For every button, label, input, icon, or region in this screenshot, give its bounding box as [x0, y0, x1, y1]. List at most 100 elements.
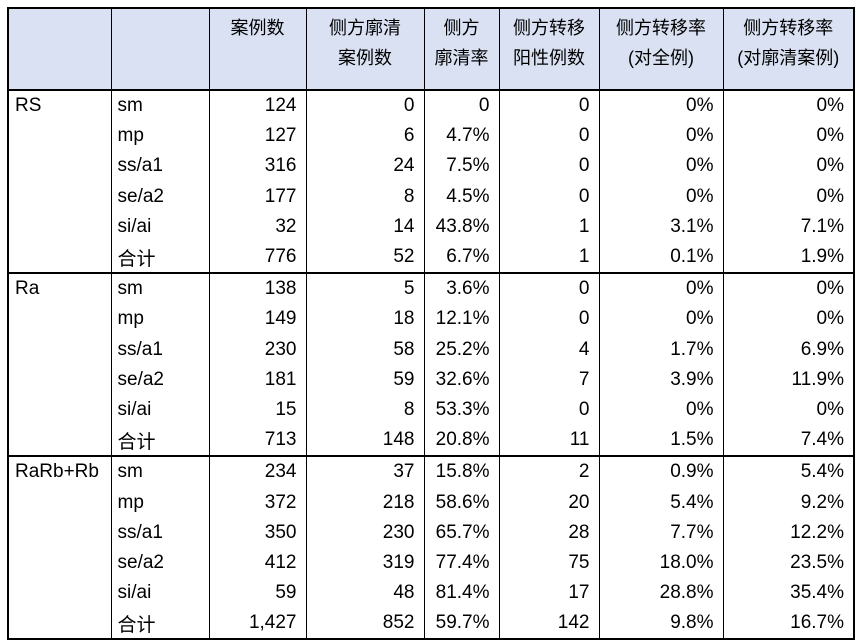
stage-label-cell: sm: [110, 88, 210, 122]
value-cell: 75: [498, 547, 600, 578]
value-cell: 0%: [722, 394, 855, 426]
group-label-cell: [7, 304, 112, 335]
header-row: 案例数 侧方廓清 案例数 侧方 廓清率 侧方转移 阳性例数 侧方转移率 (对全例…: [7, 8, 855, 91]
value-cell: 149: [208, 304, 307, 335]
stage-label-cell: se/a2: [110, 181, 210, 212]
table-row: 合计 776 52 6.7% 1 0.1% 1.9%: [7, 241, 855, 274]
value-cell: 319: [305, 547, 425, 578]
table-row: RS sm 124 0 0 0 0% 0%: [7, 88, 855, 122]
value-cell: 124: [208, 88, 307, 122]
value-cell: 58: [305, 334, 425, 365]
group-label-cell: [7, 394, 112, 426]
group-label-cell: [7, 425, 112, 457]
value-cell: 372: [208, 487, 307, 518]
stage-label-cell: si/ai: [110, 211, 210, 242]
value-cell: 3.1%: [598, 211, 724, 242]
value-cell: 5.4%: [722, 455, 855, 488]
value-cell: 713: [208, 425, 307, 457]
value-cell: 7.5%: [423, 151, 500, 182]
value-cell: 11.9%: [722, 364, 855, 395]
table-row: si/ai 15 8 53.3% 0 0% 0%: [7, 394, 855, 426]
value-cell: 52: [305, 241, 425, 274]
group-label-cell: [7, 211, 112, 242]
value-cell: 0%: [598, 151, 724, 182]
value-cell: 18: [305, 304, 425, 335]
table-row: ss/a1 230 58 25.2% 4 1.7% 6.9%: [7, 334, 855, 365]
value-cell: 43.8%: [423, 211, 500, 242]
value-cell: 2: [498, 455, 600, 488]
value-cell: 7.4%: [722, 425, 855, 457]
stage-label-cell: 合计: [110, 608, 210, 640]
value-cell: 18.0%: [598, 547, 724, 578]
value-cell: 0%: [598, 88, 724, 122]
value-cell: 6.9%: [722, 334, 855, 365]
stage-label-cell: sm: [110, 455, 210, 488]
value-cell: 28.8%: [598, 578, 724, 609]
value-cell: 15.8%: [423, 455, 500, 488]
value-cell: 0%: [722, 304, 855, 335]
table-row: si/ai 59 48 81.4% 17 28.8% 35.4%: [7, 578, 855, 609]
value-cell: 350: [208, 517, 307, 548]
value-cell: 4.5%: [423, 181, 500, 212]
value-cell: 852: [305, 608, 425, 640]
header-group-column: [7, 8, 112, 91]
value-cell: 4.7%: [423, 121, 500, 152]
value-cell: 58.6%: [423, 487, 500, 518]
value-cell: 3.9%: [598, 364, 724, 395]
table-body: RS sm 124 0 0 0 0% 0% mp 127 6 4.7% 0 0% 0% ss/a1 316 24 7…: [7, 88, 855, 640]
table-row: si/ai 32 14 43.8% 1 3.1% 7.1%: [7, 211, 855, 242]
group-label-cell: RS: [7, 88, 112, 122]
value-cell: 77.4%: [423, 547, 500, 578]
value-cell: 1: [498, 241, 600, 274]
value-cell: 142: [498, 608, 600, 640]
value-cell: 14: [305, 211, 425, 242]
value-cell: 776: [208, 241, 307, 274]
table-row: ss/a1 316 24 7.5% 0 0% 0%: [7, 151, 855, 182]
value-cell: 81.4%: [423, 578, 500, 609]
group-label-cell: [7, 181, 112, 212]
group-label-cell: Ra: [7, 272, 112, 305]
header-case-count: 案例数: [208, 8, 307, 91]
value-cell: 32.6%: [423, 364, 500, 395]
stage-label-cell: se/a2: [110, 547, 210, 578]
value-cell: 7: [498, 364, 600, 395]
value-cell: 234: [208, 455, 307, 488]
value-cell: 0: [305, 88, 425, 122]
header-metastasis-rate-dissected: 侧方转移率 (对廓清案例): [722, 8, 855, 91]
value-cell: 0%: [598, 394, 724, 426]
value-cell: 8: [305, 181, 425, 212]
value-cell: 0: [423, 88, 500, 122]
value-cell: 7.1%: [722, 211, 855, 242]
stage-label-cell: mp: [110, 121, 210, 152]
value-cell: 48: [305, 578, 425, 609]
value-cell: 230: [208, 334, 307, 365]
value-cell: 6.7%: [423, 241, 500, 274]
stage-label-cell: mp: [110, 487, 210, 518]
stage-label-cell: se/a2: [110, 364, 210, 395]
value-cell: 0%: [722, 151, 855, 182]
stage-label-cell: 合计: [110, 425, 210, 457]
stage-label-cell: si/ai: [110, 394, 210, 426]
value-cell: 0%: [722, 88, 855, 122]
header-stage-column: [110, 8, 210, 91]
value-cell: 9.8%: [598, 608, 724, 640]
stage-label-cell: ss/a1: [110, 151, 210, 182]
stage-label-cell: ss/a1: [110, 517, 210, 548]
table-row: ss/a1 350 230 65.7% 28 7.7% 12.2%: [7, 517, 855, 548]
value-cell: 0%: [722, 272, 855, 305]
table-row: mp 372 218 58.6% 20 5.4% 9.2%: [7, 487, 855, 518]
table-row: se/a2 412 319 77.4% 75 18.0% 23.5%: [7, 547, 855, 578]
value-cell: 1.7%: [598, 334, 724, 365]
header-dissection-cases: 侧方廓清 案例数: [305, 8, 425, 91]
table-row: RaRb+Rb sm 234 37 15.8% 2 0.9% 5.4%: [7, 455, 855, 488]
stage-label-cell: si/ai: [110, 578, 210, 609]
value-cell: 0%: [722, 121, 855, 152]
group-label-cell: RaRb+Rb: [7, 455, 112, 488]
value-cell: 230: [305, 517, 425, 548]
group-label-cell: [7, 487, 112, 518]
value-cell: 1: [498, 211, 600, 242]
value-cell: 1.5%: [598, 425, 724, 457]
value-cell: 9.2%: [722, 487, 855, 518]
stage-label-cell: mp: [110, 304, 210, 335]
value-cell: 316: [208, 151, 307, 182]
